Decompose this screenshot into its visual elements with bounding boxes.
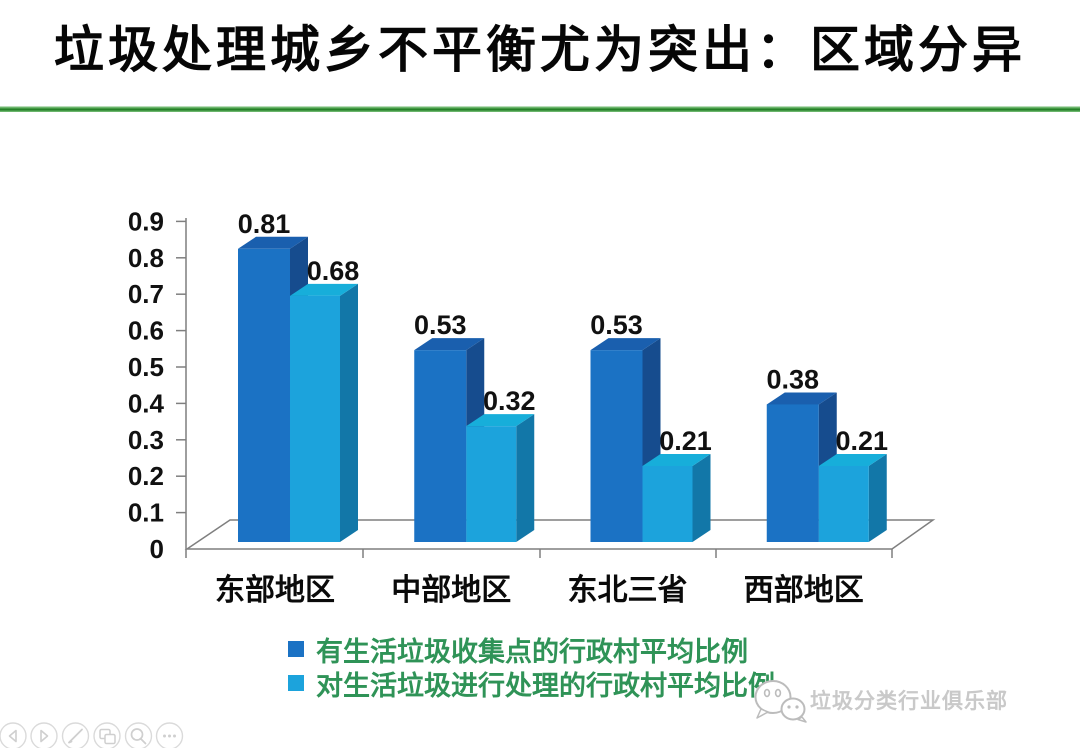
y-tick-label: 0.7 (128, 279, 164, 309)
previous-slide-button[interactable] (0, 722, 27, 748)
presenter-controls (0, 722, 184, 748)
pen-icon (68, 728, 83, 744)
chart-floor (184, 519, 936, 550)
category-label: 中部地区 (391, 573, 511, 607)
bar-front-face (238, 248, 290, 542)
bar-top-face (414, 338, 485, 351)
category-label: 东部地区 (215, 573, 335, 607)
watermark: 垃圾分类行业俱乐部 (748, 676, 1008, 724)
data-label: 0.53 (590, 310, 643, 340)
legend-item-series1: 有生活垃圾收集点的行政村平均比例 (288, 632, 775, 667)
bar-front-face (414, 350, 467, 542)
bar-front-face (290, 295, 340, 542)
y-tick-label: 0.9 (128, 206, 164, 236)
data-label: 0.21 (659, 426, 712, 456)
category-label: 西部地区 (744, 573, 864, 607)
bar-top-face (818, 453, 887, 466)
data-label: 0.38 (766, 364, 819, 394)
bar-top-face (590, 338, 661, 351)
bar-front-face (466, 426, 517, 542)
series1-swatch-icon (288, 641, 304, 657)
y-tick-label: 0.6 (128, 316, 164, 346)
bar-side-face (340, 283, 358, 542)
bar-front-face (590, 350, 643, 542)
more-options-button[interactable] (155, 722, 184, 748)
bar-top-face (766, 392, 837, 405)
pen-button[interactable] (61, 722, 90, 748)
legend-label: 对生活垃圾进行处理的行政村平均比例 (316, 670, 775, 701)
bar-side-face (868, 453, 887, 542)
next-slide-button[interactable] (30, 722, 58, 748)
wechat-icon (754, 680, 807, 723)
bar-top-face (290, 283, 358, 296)
data-label: 0.32 (483, 386, 536, 416)
bar-front-face (818, 465, 869, 542)
data-label: 0.68 (307, 256, 360, 286)
y-tick-label: 0.4 (128, 388, 165, 418)
bar-side-face (692, 453, 711, 542)
y-tick-label: 0 (150, 534, 164, 564)
zoom-button[interactable] (124, 722, 153, 748)
y-tick-label: 0.5 (128, 352, 164, 382)
y-tick-label: 0.3 (128, 425, 164, 455)
legend-item-series2: 对生活垃圾进行处理的行政村平均比例 (288, 666, 775, 701)
y-tick-label: 0.8 (128, 243, 164, 273)
legend-label: 有生活垃圾收集点的行政村平均比例 (316, 636, 748, 667)
data-label: 0.81 (238, 209, 291, 239)
data-label: 0.53 (414, 310, 467, 340)
y-tick-label: 0.2 (128, 461, 164, 491)
y-tick-label: 0.1 (128, 498, 164, 528)
bar-top-face (466, 414, 535, 427)
bar-front-face (766, 404, 819, 542)
watermark-text: 垃圾分类行业俱乐部 (810, 690, 1008, 713)
bar-front-face (642, 465, 693, 542)
zoom-icon (130, 728, 144, 741)
slide-title: 垃圾处理城乡不平衡尤为突出：区域分异 (54, 22, 1026, 78)
next-slide-icon (40, 729, 49, 743)
more-options-icon (163, 734, 176, 738)
chart-legend: 有生活垃圾收集点的行政村平均比例 对生活垃圾进行处理的行政村平均比例 (288, 632, 775, 701)
bar-top-face (238, 236, 308, 249)
bar-top-face (642, 453, 711, 466)
all-slides-button[interactable] (93, 722, 121, 748)
category-label: 东北三省 (568, 573, 688, 607)
previous-slide-icon (8, 729, 17, 743)
title-divider (0, 106, 1080, 112)
data-label: 0.21 (835, 426, 888, 456)
series2-swatch-icon (288, 675, 304, 691)
bar-side-face (516, 414, 535, 542)
